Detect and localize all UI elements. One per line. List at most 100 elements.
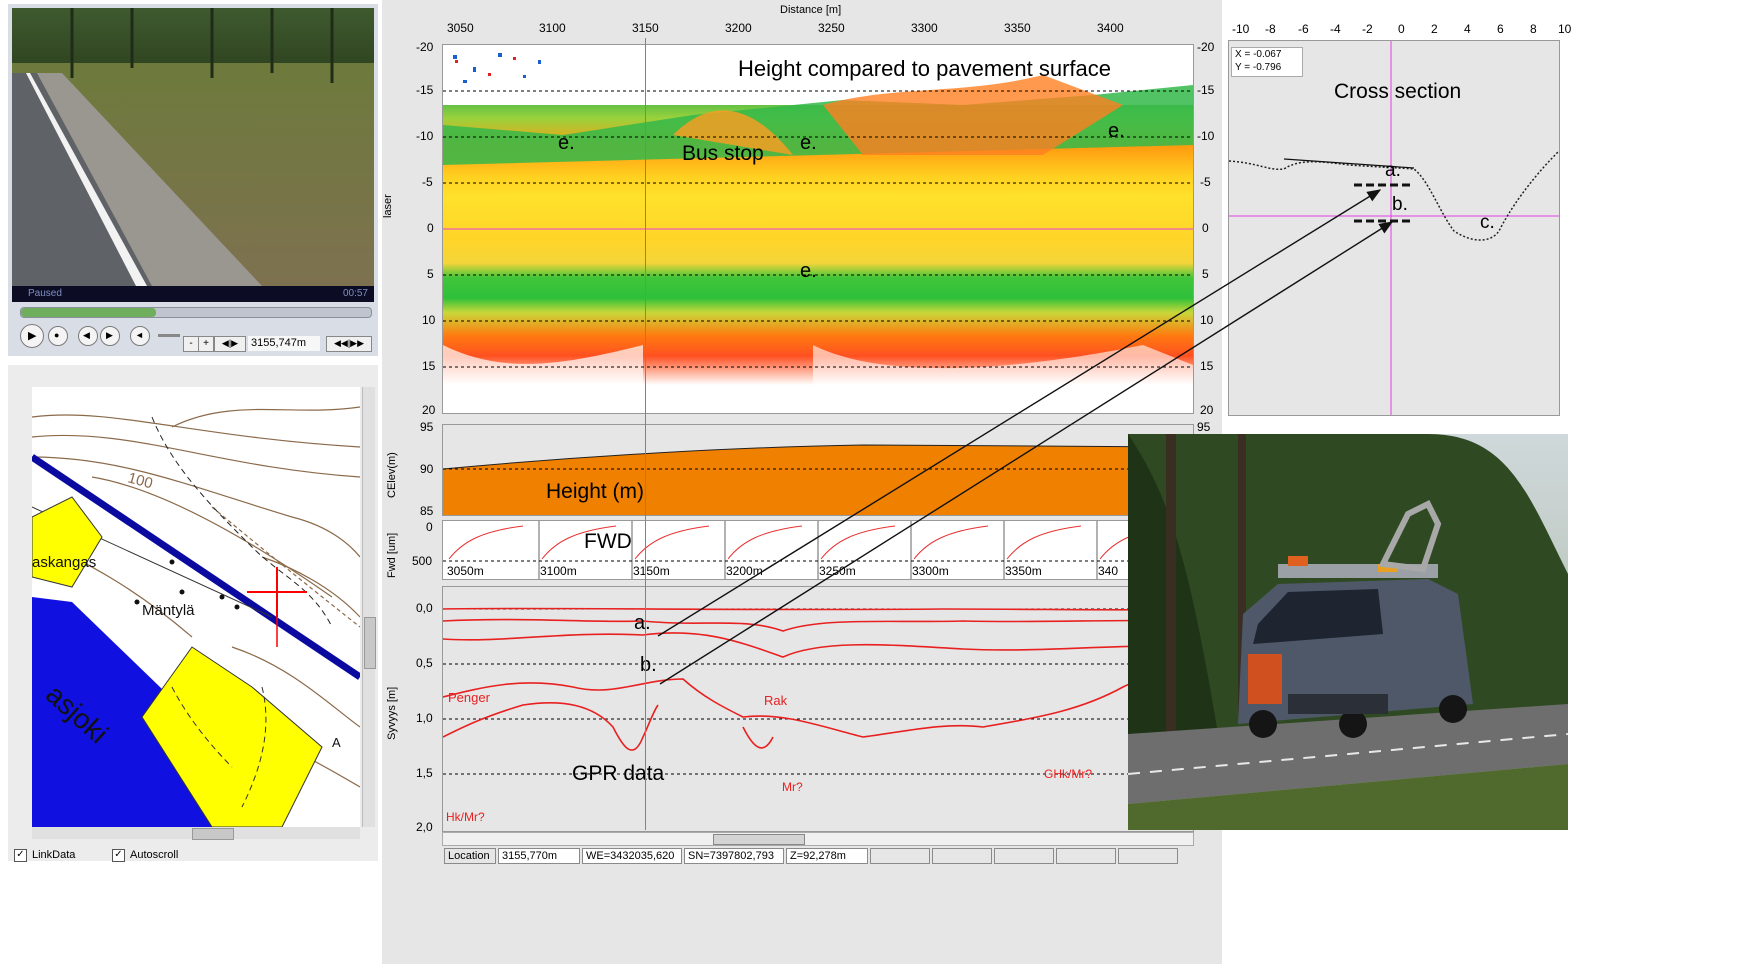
readout-y: Y = -0.796: [1235, 62, 1282, 73]
height-label: Height (m): [546, 480, 645, 503]
step-plus-button[interactable]: +: [198, 336, 214, 352]
volume-slider[interactable]: [158, 334, 180, 337]
map-vscroll-thumb[interactable]: [364, 617, 376, 669]
next-button[interactable]: ▶: [100, 326, 120, 346]
fwd-x-tick: 3250m: [819, 564, 856, 578]
map-place-label-1: askangas: [32, 554, 96, 571]
fwd-x-tick: 3350m: [1005, 564, 1042, 578]
fwd-x-tick: 3100m: [540, 564, 577, 578]
gpr-y-tick: 2,0: [416, 820, 433, 834]
distance-tick: 3250: [818, 21, 845, 35]
laser-y-tick: 0: [427, 221, 434, 235]
gpr-layer-b: b.: [640, 654, 657, 676]
cross-section-x-ticks: -10 -8 -6 -4 -2 0 2 4 6 8 10: [1222, 22, 1749, 38]
map-panel: 100 askangas Mäntylä asjoki A ✓ LinkData…: [8, 365, 378, 862]
status-empty-5: [1118, 848, 1178, 864]
laser-y-tick: -15: [416, 83, 434, 97]
height-y-tick: 85: [420, 504, 434, 518]
fwd-x-tick: 340: [1098, 564, 1119, 578]
linkdata-label: LinkData: [32, 849, 76, 861]
readout-x: X = -0.067: [1235, 49, 1282, 60]
autoscroll-label: Autoscroll: [130, 849, 179, 861]
fast-seek-button[interactable]: ◀◀|▶▶: [326, 336, 372, 352]
fwd-chart[interactable]: 3050m 3100m 3150m 3200m 3250m 3300m 3350…: [442, 520, 1194, 580]
distance-tick: 3050: [447, 21, 474, 35]
video-status-bar: Paused 00:57: [12, 286, 374, 302]
map-place-label-2: Mäntylä: [142, 602, 195, 619]
map-hscroll-thumb[interactable]: [192, 828, 234, 840]
measurement-van-photo: [1128, 434, 1568, 830]
fwd-x-tick: 3050m: [447, 564, 484, 578]
gpr-label: GPR data: [572, 762, 665, 785]
sn-coordinate: SN=7397802,793: [684, 848, 784, 864]
laser-y-tick-right: 20: [1200, 403, 1214, 417]
laser-y-tick-right: -10: [1197, 129, 1215, 143]
video-seek-bar[interactable]: [20, 307, 372, 318]
play-button[interactable]: ▶: [20, 324, 44, 348]
status-bar: Location 3155,770m WE=3432035,620 SN=739…: [444, 848, 1204, 864]
gpr-ylabel: Syvyys [m]: [386, 686, 398, 740]
chart-hscroll-thumb[interactable]: [713, 834, 805, 845]
map-view[interactable]: 100 askangas Mäntylä asjoki A: [32, 387, 360, 827]
location-label: Location: [444, 848, 496, 864]
edge-marker: e.: [800, 132, 817, 154]
gpr-layer-rak: Rak: [764, 693, 788, 708]
map-vertical-scrollbar[interactable]: [362, 387, 376, 827]
chart-horizontal-scrollbar[interactable]: [442, 832, 1194, 846]
distance-tick: 3350: [1004, 21, 1031, 35]
fwd-label: FWD: [584, 530, 632, 553]
video-status: Paused: [28, 288, 62, 299]
position-cursor-line[interactable]: [645, 38, 646, 830]
map-letter-label: A: [332, 735, 341, 750]
laser-title-annotation: Height compared to pavement surface: [738, 56, 1111, 81]
video-seek-progress: [21, 308, 156, 317]
gpr-y-tick: 1,0: [416, 711, 433, 725]
cross-section-panel: -10 -8 -6 -4 -2 0 2 4 6 8 10 X = -0.067 …: [1222, 0, 1749, 430]
laser-y-tick-right: -15: [1197, 83, 1215, 97]
van-photo-image: [1128, 434, 1568, 830]
cross-section-label-a: a.: [1385, 160, 1401, 181]
step-minus-button[interactable]: -: [183, 336, 199, 352]
speaker-icon: ◄: [135, 330, 144, 340]
cross-x-tick: -8: [1265, 22, 1276, 36]
distance-tick: 3100: [539, 21, 566, 35]
laser-y-tick-right: 10: [1200, 313, 1214, 327]
edge-marker: e.: [800, 260, 817, 282]
laser-ylabel: laser: [382, 194, 394, 218]
linkdata-checkbox[interactable]: ✓: [14, 849, 27, 862]
map-horizontal-scrollbar[interactable]: [32, 827, 360, 840]
bus-stop-annotation: Bus stop: [682, 142, 764, 165]
edge-marker: e.: [558, 132, 575, 154]
fwd-x-tick: 3200m: [726, 564, 763, 578]
next-icon: ▶: [106, 330, 113, 340]
cross-x-tick: -2: [1362, 22, 1373, 36]
fwd-ylabel: Fwd [um]: [386, 532, 398, 578]
laser-y-tick: 10: [422, 313, 436, 327]
analysis-panel: Distance [m] 3050 3100 3150 3200 3250 33…: [382, 0, 1222, 964]
we-coordinate: WE=3432035,620: [582, 848, 682, 864]
cross-x-tick: 4: [1464, 22, 1471, 36]
topographic-map: 100 askangas Mäntylä asjoki A: [32, 406, 360, 827]
laser-heatmap[interactable]: [442, 44, 1194, 414]
distance-tick: 3400: [1097, 21, 1124, 35]
distance-tick: 3200: [725, 21, 752, 35]
status-empty-2: [932, 848, 992, 864]
gpr-layers: [443, 607, 1193, 775]
gpr-chart[interactable]: [442, 586, 1194, 832]
gpr-layer-a: a.: [634, 612, 651, 634]
distance-axis-ticks: 3050 3100 3150 3200 3250 3300 3350 3400: [382, 20, 1222, 36]
previous-button[interactable]: ◀: [78, 326, 98, 346]
cross-x-tick: -4: [1330, 22, 1341, 36]
stop-button[interactable]: ●: [48, 326, 68, 346]
z-coordinate: Z=92,278m: [786, 848, 868, 864]
gpr-layer-ghk: GHk/Mr?: [1044, 767, 1092, 781]
fwd-x-tick: 3300m: [912, 564, 949, 578]
status-empty-1: [870, 848, 930, 864]
autoscroll-checkbox[interactable]: ✓: [112, 849, 125, 862]
height-y-tick: 95: [420, 420, 434, 434]
cross-section-label-c: c.: [1480, 212, 1495, 233]
frame-step-button[interactable]: ◀|▶: [214, 336, 246, 352]
video-position-field[interactable]: 3155,747m: [248, 336, 320, 351]
cross-section-label-b: b.: [1392, 194, 1408, 215]
mute-button[interactable]: ◄: [130, 326, 150, 346]
